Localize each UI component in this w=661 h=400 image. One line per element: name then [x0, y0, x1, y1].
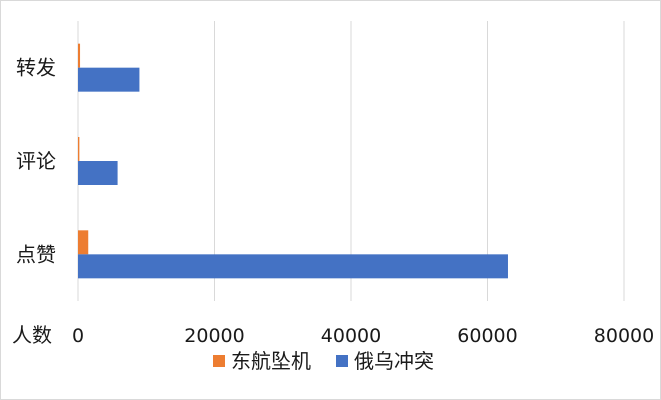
bar-series1	[78, 137, 80, 161]
bar-series2	[78, 161, 118, 185]
bar-series2	[78, 254, 508, 279]
x-tick-label: 80000	[594, 325, 654, 347]
x-axis-unit-label: 人数	[12, 323, 52, 347]
legend-swatch	[213, 355, 225, 367]
bar-series1	[78, 230, 89, 255]
category-label: 评论	[16, 149, 56, 173]
category-label: 点赞	[16, 242, 56, 266]
x-tick-label: 40000	[321, 325, 381, 347]
x-tick-label: 20000	[184, 325, 244, 347]
legend-swatch	[336, 355, 348, 367]
category-label: 转发	[16, 56, 56, 80]
x-tick-label: 60000	[457, 325, 517, 347]
bars	[78, 43, 508, 279]
legend-label: 俄乌冲突	[354, 349, 434, 373]
legend: 东航坠机 俄乌冲突	[213, 349, 434, 373]
legend-label: 东航坠机	[231, 349, 311, 373]
bar-series1	[78, 43, 81, 68]
x-tick-label: 0	[72, 325, 84, 347]
bar-series2	[78, 67, 140, 92]
x-tick-labels: 0 20000 40000 60000 80000	[72, 325, 654, 347]
